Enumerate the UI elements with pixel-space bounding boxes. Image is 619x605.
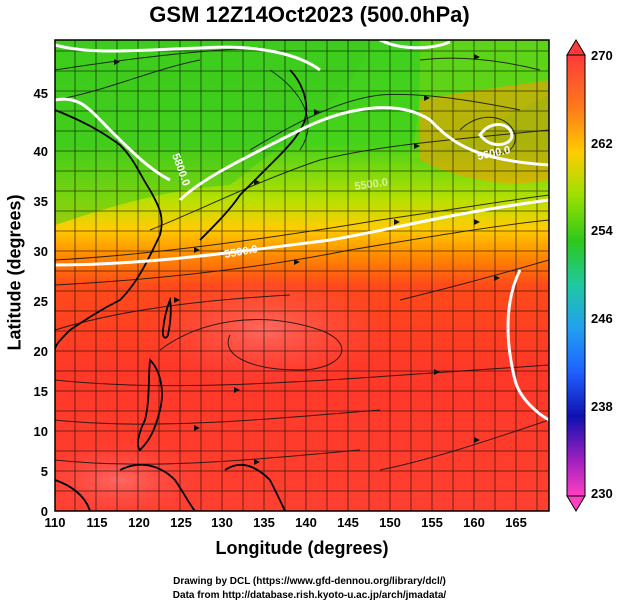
y-tick-label: 45 bbox=[34, 86, 48, 101]
y-tick-label: 15 bbox=[34, 384, 48, 399]
x-axis: 110 115 120 125 130 135 140 145 150 155 … bbox=[45, 515, 527, 530]
colorbar-scale bbox=[566, 54, 586, 497]
colorbar-tick-label: 246 bbox=[591, 311, 613, 326]
colorbar-tick-label: 230 bbox=[591, 486, 613, 501]
y-tick-label: 20 bbox=[34, 344, 48, 359]
y-axis-label: Latitude (degrees) bbox=[4, 194, 25, 351]
credit-drawing: Drawing by DCL (https://www.gfd-dennou.o… bbox=[173, 576, 446, 587]
y-tick-label: 0 bbox=[41, 504, 48, 519]
x-tick-label: 125 bbox=[170, 515, 192, 530]
colorbar-tick-label: 254 bbox=[591, 223, 613, 238]
colorbar-tick-label: 270 bbox=[591, 48, 613, 63]
x-tick-label: 130 bbox=[211, 515, 233, 530]
chart-title: GSM 12Z14Oct2023 (500.0hPa) bbox=[149, 2, 470, 27]
y-tick-label: 10 bbox=[34, 424, 48, 439]
plot-frame bbox=[54, 39, 550, 512]
x-tick-label: 135 bbox=[253, 515, 275, 530]
streamline-arrows bbox=[114, 54, 500, 465]
temperature-field bbox=[55, 40, 549, 511]
coastlines bbox=[55, 69, 308, 511]
x-tick-label: 160 bbox=[463, 515, 485, 530]
x-tick-label: 115 bbox=[87, 515, 108, 530]
y-tick-label: 35 bbox=[34, 194, 48, 209]
x-tick-label: 150 bbox=[379, 515, 401, 530]
colorbar-tick-label: 262 bbox=[591, 136, 613, 151]
height-contours bbox=[55, 40, 549, 422]
y-tick-label: 30 bbox=[34, 244, 48, 259]
x-tick-label: 120 bbox=[128, 515, 150, 530]
contour-label-4: 5500.0 bbox=[354, 176, 389, 193]
x-tick-label: 140 bbox=[295, 515, 317, 530]
colorbar: 270 262 254 246 238 230 bbox=[566, 39, 613, 512]
y-tick-label: 40 bbox=[34, 144, 48, 159]
x-tick-label: 110 bbox=[45, 515, 66, 530]
x-tick-label: 155 bbox=[421, 515, 443, 530]
contour-label-1: 5500.0 bbox=[223, 243, 258, 261]
y-tick-label: 5 bbox=[41, 464, 48, 479]
colorbar-top-arrow bbox=[566, 39, 586, 56]
y-axis: 0 5 10 15 20 25 30 35 40 45 bbox=[34, 86, 48, 519]
colorbar-tick-label: 238 bbox=[591, 399, 613, 414]
x-tick-label: 165 bbox=[505, 515, 527, 530]
x-axis-label: Longitude (degrees) bbox=[215, 538, 389, 558]
grid-lines bbox=[55, 40, 549, 511]
colorbar-bottom-arrow bbox=[566, 495, 586, 512]
x-tick-label: 145 bbox=[337, 515, 359, 530]
contour-labels: 5500.0 5600.0 5800.0 5500.0 bbox=[169, 144, 511, 261]
y-tick-label: 25 bbox=[34, 294, 48, 309]
credit-data: Data from http://database.rish.kyoto-u.a… bbox=[172, 590, 447, 601]
